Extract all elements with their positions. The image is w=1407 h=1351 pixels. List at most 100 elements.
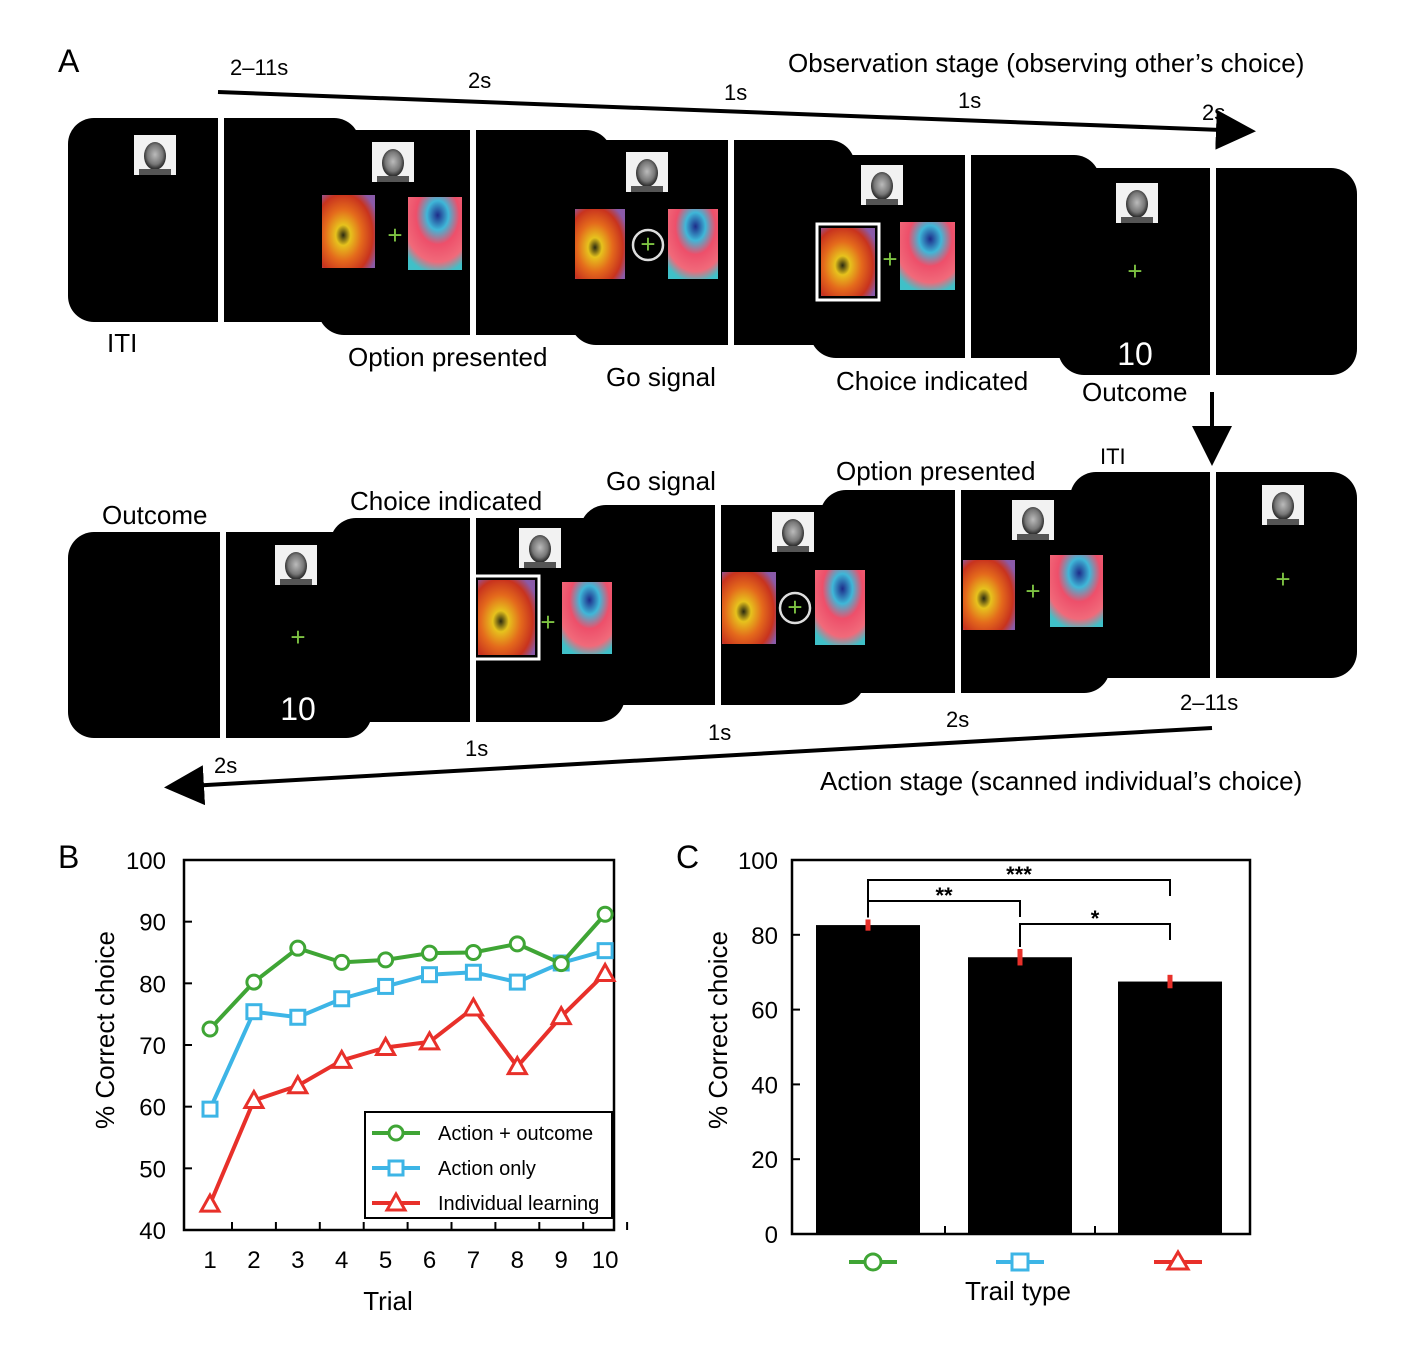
chart-b-legend	[364, 1111, 613, 1219]
legend-marker-square	[387, 1159, 405, 1177]
series-line	[208, 948, 606, 1110]
significance-bracket	[867, 879, 1171, 918]
chart-b-xtick-label: 4	[335, 1247, 348, 1274]
action-screen-choice: +	[330, 518, 625, 722]
data-point-triangle	[198, 1192, 222, 1213]
fixation-cross: +	[540, 607, 555, 637]
square-marker-icon	[1010, 1252, 1030, 1272]
data-point-circle	[596, 905, 614, 923]
bottom-event-option: Option presented	[836, 456, 1035, 486]
series-line	[208, 912, 607, 1031]
face-icon	[871, 172, 893, 200]
fractal-stimulus	[815, 570, 865, 645]
task-schematic: + + + +10 +++++10 Observation stage (observ…	[68, 48, 1357, 806]
data-point-square	[201, 1100, 219, 1118]
chart-b-xtick-label: 9	[555, 1247, 568, 1274]
fixation-cross: +	[640, 229, 655, 259]
data-point-circle	[289, 939, 307, 957]
outcome-value: 10	[1117, 336, 1153, 372]
chart-b-ytick-label: 50	[139, 1156, 166, 1183]
face-shoulders	[631, 186, 663, 192]
data-point-square	[596, 942, 614, 960]
bar-0	[816, 925, 920, 1234]
chart-b-ytick-label: 80	[139, 971, 166, 998]
face-icon	[1272, 492, 1294, 520]
face-shoulders	[1267, 519, 1299, 525]
circle-marker-icon	[863, 1252, 883, 1272]
chart-b-xtick-label: 3	[291, 1247, 304, 1274]
legend-label: Action + outcome	[438, 1123, 593, 1145]
data-point-square	[245, 1003, 263, 1021]
choice-frame	[815, 222, 881, 302]
fixation-cross: +	[882, 244, 897, 274]
fractal-stimulus	[562, 582, 612, 654]
chart-b-ytick-label: 60	[139, 1095, 166, 1122]
face-icon	[1126, 190, 1148, 218]
bottom-event-go: Go signal	[606, 466, 716, 496]
data-point-circle	[508, 935, 526, 953]
top-timing-go: 1s	[724, 80, 747, 105]
data-point-triangle	[461, 995, 485, 1017]
chart-b-xtick-label: 7	[467, 1247, 480, 1274]
screen-divider	[955, 490, 961, 693]
fractal-stimulus	[821, 228, 875, 296]
series-action-outcome	[201, 905, 614, 1038]
observation-timeline-arrow	[217, 90, 1256, 150]
data-point-square	[464, 963, 482, 981]
action-screen-go: +	[580, 505, 865, 705]
fractal-stimulus	[900, 222, 955, 290]
bar-1	[968, 957, 1072, 1234]
bottom-timing-outcome: 2s	[214, 753, 237, 778]
series-individual-learning	[198, 961, 617, 1213]
top-timing-iti: 2–11s	[230, 55, 288, 80]
category-marker-2	[1154, 1249, 1202, 1271]
data-point-triangle	[374, 1035, 398, 1056]
chart-b-xtick-label: 10	[592, 1247, 619, 1274]
data-point-triangle	[286, 1073, 310, 1095]
significance-stars: *	[1091, 906, 1100, 931]
bottom-event-choice: Choice indicated	[350, 486, 542, 516]
fixation-cross: +	[290, 622, 305, 652]
data-point-circle	[421, 944, 438, 962]
go-signal-circle	[778, 591, 812, 625]
learning-curve-chart: 40 50 60 70 80 90 100 1 2 3 4 5 6 7 8 9 10 Action + outc…	[90, 848, 629, 1316]
data-point-triangle	[505, 1054, 529, 1076]
category-marker-1	[996, 1252, 1044, 1272]
action-screen-iti: +	[1070, 472, 1357, 678]
data-point-square	[377, 977, 395, 995]
chart-b-xtick-label: 8	[511, 1247, 524, 1274]
significance-bracket	[1019, 923, 1171, 948]
observation-screen-outcome: +10	[1058, 168, 1357, 375]
chart-c-xlabel: Trail type	[965, 1276, 1071, 1306]
chart-b-xlabel: Trial	[363, 1286, 413, 1316]
top-event-option: Option presented	[348, 342, 547, 372]
top-event-go: Go signal	[606, 362, 716, 392]
observation-screen-option: +	[318, 130, 612, 335]
triangle-marker-icon	[1165, 1249, 1191, 1271]
chart-b-ytick-label: 100	[126, 848, 166, 875]
screen-background	[330, 518, 625, 722]
face-shoulders	[777, 546, 809, 552]
face-shoulders	[139, 169, 171, 175]
fractal-stimulus	[722, 572, 776, 644]
data-point-circle	[464, 944, 482, 961]
screen-background	[1058, 168, 1357, 375]
panel-label-a: A	[58, 43, 80, 79]
data-point-square	[289, 1008, 307, 1026]
observation-screen-go: +	[570, 140, 855, 345]
chart-b-xtick-label: 6	[423, 1247, 436, 1274]
screen-divider	[220, 532, 226, 738]
data-point-square	[508, 973, 526, 991]
face-shoulders	[1017, 534, 1049, 540]
significance-stars: ***	[1006, 862, 1032, 887]
data-point-circle	[245, 973, 263, 991]
chart-c-ylabel: % Correct choice	[703, 931, 733, 1129]
screen-divider	[1210, 472, 1216, 678]
data-point-square	[333, 990, 351, 1008]
chart-b-xtick-label: 1	[203, 1247, 216, 1274]
fractal-stimulus	[408, 197, 462, 270]
chart-c-ytick-label: 80	[751, 923, 778, 950]
outcome-value: 10	[280, 691, 316, 727]
top-event-outcome: Outcome	[1082, 377, 1188, 407]
chart-c-ytick-label: 20	[751, 1147, 778, 1174]
